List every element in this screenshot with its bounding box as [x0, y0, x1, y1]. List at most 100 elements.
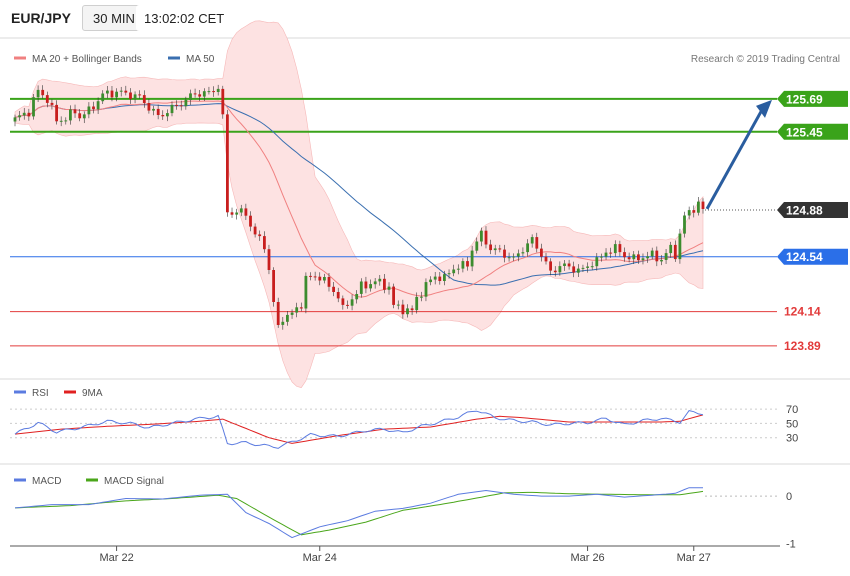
forecast-arrow-shaft: [705, 109, 764, 210]
candle-body: [438, 276, 442, 281]
candle-body: [572, 266, 576, 273]
rsi-legend-label: RSI: [32, 388, 49, 399]
candle-body: [470, 250, 474, 267]
candle-body: [142, 95, 146, 103]
candle-body: [526, 243, 529, 253]
candle-body: [318, 276, 322, 281]
candle-body: [323, 277, 326, 281]
time-axis-label: Mar 26: [570, 552, 604, 564]
candle-body: [106, 90, 109, 94]
pivot-price-tag-label: 124.54: [786, 250, 823, 264]
candle-body: [249, 215, 252, 227]
candle-body: [36, 89, 40, 98]
candle-body: [253, 226, 257, 235]
candle-body: [309, 275, 312, 277]
candle-body: [493, 248, 497, 251]
candle-body: [540, 248, 543, 257]
candle-body: [230, 212, 234, 215]
candle-body: [664, 253, 668, 260]
candle-body: [198, 94, 202, 97]
candle-body: [41, 89, 45, 96]
candle-body: [535, 237, 539, 249]
candle-body: [452, 269, 456, 274]
candle-body: [618, 244, 622, 253]
symbol-label: EUR/JPY: [5, 5, 81, 31]
candle-body: [124, 90, 128, 93]
candle-body: [429, 279, 432, 283]
level-price-tags: 125.69 125.45 124.88 124.54 124.14 123.89: [777, 90, 848, 353]
candle-body: [632, 254, 636, 260]
candle-body: [299, 307, 303, 309]
candle-body: [392, 286, 395, 305]
candle-body: [475, 241, 479, 251]
candle-body: [443, 274, 446, 281]
candlesticks: [13, 84, 705, 330]
candle-body: [59, 120, 63, 122]
candle-body: [420, 296, 423, 298]
candle-body: [613, 244, 617, 254]
candle-body: [350, 299, 354, 306]
candle-body: [697, 201, 700, 213]
candle-body: [45, 95, 49, 103]
candle-body: [489, 244, 492, 251]
candle-body: [595, 257, 599, 267]
last-price-tag-bg: [777, 202, 848, 219]
candle-body: [258, 234, 262, 237]
candle-body: [286, 314, 289, 322]
bollinger-band-area: [14, 20, 704, 388]
candle-body: [346, 304, 349, 306]
candle-body: [147, 103, 151, 111]
candle-body: [701, 201, 705, 209]
macd-signal-legend-label: MACD Signal: [104, 476, 164, 487]
candle-body: [655, 250, 659, 262]
candle-body: [27, 112, 31, 117]
candle-body: [263, 236, 266, 250]
candle-body: [553, 270, 557, 273]
candle-body: [202, 91, 206, 97]
candle-body: [484, 230, 488, 245]
candle-body: [276, 302, 280, 325]
candle-body: [433, 276, 437, 280]
candle-body: [627, 257, 631, 260]
candle-body: [235, 212, 239, 215]
time-axis-label: Mar 27: [677, 552, 711, 564]
candle-body: [456, 268, 460, 270]
timeframe-button[interactable]: 30 MIN: [82, 5, 146, 31]
candle-body: [78, 113, 82, 119]
rsi-tick-label: 50: [786, 418, 798, 430]
candle-body: [18, 115, 21, 118]
resistance-price-tag-bg: [777, 90, 848, 107]
candle-body: [466, 261, 469, 267]
candle-body: [576, 268, 580, 273]
candle-body: [586, 266, 589, 268]
candle-body: [623, 252, 626, 258]
candle-body: [521, 252, 525, 254]
candle-body: [281, 321, 285, 325]
rsi-ma-line: [14, 414, 704, 444]
candle-body: [530, 237, 534, 244]
forecast-arrow: [705, 99, 772, 210]
candle-body: [549, 261, 552, 271]
candle-body: [87, 106, 91, 115]
candle-body: [683, 215, 686, 234]
candle-body: [161, 115, 165, 117]
candle-body: [207, 91, 211, 93]
candle-body: [226, 114, 229, 213]
candle-body: [650, 250, 654, 257]
candle-body: [13, 117, 17, 122]
candle-body: [267, 249, 271, 270]
macd-legend-label: MACD: [32, 476, 61, 487]
candle-body: [272, 270, 275, 302]
candle-body: [82, 114, 86, 119]
resistance-price-tag-bg: [777, 123, 848, 140]
candle-body: [239, 208, 243, 213]
candle-body: [406, 308, 409, 315]
candle-body: [156, 108, 160, 115]
ma50-line: [14, 103, 704, 286]
candle-body: [369, 284, 372, 289]
candle-body: [581, 267, 585, 269]
candle-body: [133, 94, 137, 100]
candle-body: [295, 307, 299, 313]
candle-body: [410, 308, 414, 311]
